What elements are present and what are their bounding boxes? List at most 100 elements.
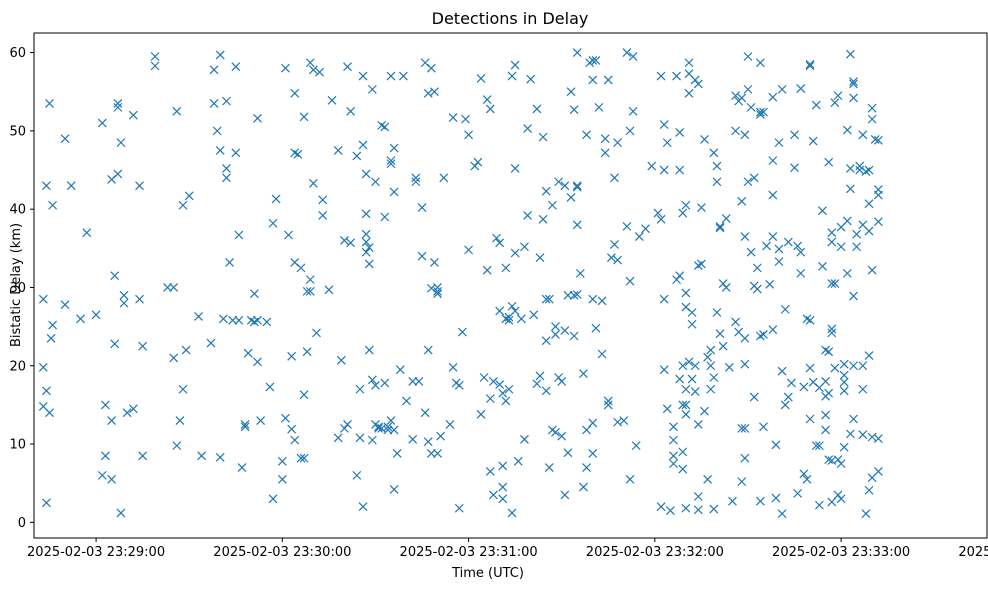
data-point bbox=[222, 173, 231, 183]
data-point bbox=[821, 410, 831, 420]
data-point bbox=[613, 255, 623, 265]
data-point bbox=[414, 376, 424, 386]
data-point bbox=[495, 380, 505, 389]
data-point bbox=[268, 494, 278, 504]
data-point bbox=[510, 60, 520, 70]
data-point bbox=[836, 459, 846, 469]
data-point bbox=[873, 135, 883, 145]
data-point bbox=[482, 95, 492, 104]
data-point bbox=[662, 138, 672, 148]
data-point bbox=[647, 161, 657, 171]
data-point bbox=[569, 105, 579, 115]
data-point bbox=[293, 149, 303, 159]
data-point bbox=[675, 165, 685, 175]
data-point bbox=[305, 275, 315, 285]
data-point bbox=[563, 290, 573, 300]
data-point bbox=[433, 286, 442, 296]
data-point bbox=[45, 99, 54, 108]
data-point bbox=[724, 362, 734, 372]
data-point bbox=[358, 502, 368, 512]
data-point bbox=[783, 237, 793, 247]
data-point bbox=[287, 424, 297, 434]
data-point bbox=[669, 422, 678, 432]
data-point bbox=[849, 361, 858, 371]
data-point bbox=[811, 441, 821, 451]
data-point bbox=[743, 52, 753, 61]
data-point bbox=[281, 413, 290, 423]
data-point bbox=[582, 130, 591, 140]
data-point bbox=[849, 291, 858, 301]
data-point bbox=[520, 242, 529, 252]
data-point bbox=[827, 228, 837, 238]
data-point bbox=[700, 135, 709, 144]
data-point bbox=[796, 247, 806, 257]
data-point bbox=[380, 122, 390, 132]
data-point bbox=[821, 376, 831, 386]
data-point bbox=[746, 102, 756, 112]
y-axis-label: Bistatic Delay (km) bbox=[9, 223, 24, 347]
data-point bbox=[774, 257, 784, 267]
data-point bbox=[277, 474, 287, 484]
data-point bbox=[771, 440, 781, 450]
data-point bbox=[253, 113, 262, 123]
data-point bbox=[367, 435, 377, 445]
data-point bbox=[222, 96, 231, 106]
data-point bbox=[749, 173, 759, 183]
data-point bbox=[209, 65, 219, 75]
y-tick-label: 60 bbox=[9, 46, 26, 61]
data-point bbox=[97, 470, 107, 480]
data-point bbox=[308, 65, 318, 75]
data-point bbox=[681, 384, 691, 394]
data-point bbox=[606, 253, 616, 263]
data-point bbox=[234, 230, 244, 240]
data-point bbox=[827, 237, 837, 247]
y-tick-label: 20 bbox=[9, 359, 26, 374]
data-point bbox=[557, 376, 567, 386]
data-point bbox=[110, 339, 120, 349]
data-point bbox=[755, 496, 765, 506]
data-point bbox=[389, 187, 399, 197]
data-point bbox=[212, 126, 222, 136]
data-point bbox=[864, 351, 874, 360]
data-point bbox=[361, 247, 371, 257]
data-point bbox=[408, 376, 418, 386]
data-point bbox=[873, 217, 883, 227]
data-point bbox=[830, 363, 840, 373]
data-point bbox=[656, 214, 666, 224]
data-point bbox=[169, 283, 179, 292]
data-point bbox=[678, 447, 688, 457]
data-point bbox=[566, 87, 576, 97]
data-point bbox=[693, 79, 703, 89]
data-point bbox=[215, 146, 225, 155]
data-point bbox=[566, 192, 576, 202]
data-point bbox=[122, 408, 132, 418]
data-point bbox=[731, 91, 740, 101]
x-tick-label: 2025-02-03 23:31:00 bbox=[400, 545, 538, 560]
data-point bbox=[634, 232, 644, 241]
data-point bbox=[538, 214, 548, 224]
data-point bbox=[411, 177, 421, 187]
data-point bbox=[547, 200, 557, 210]
data-point bbox=[715, 329, 725, 339]
data-point bbox=[610, 239, 619, 249]
data-point bbox=[613, 138, 623, 148]
data-point bbox=[709, 148, 719, 158]
data-point bbox=[178, 384, 188, 394]
y-tick-label: 50 bbox=[9, 124, 26, 139]
data-point bbox=[768, 92, 778, 102]
data-point bbox=[439, 173, 449, 183]
data-point bbox=[672, 71, 682, 81]
data-point bbox=[308, 178, 318, 188]
data-point bbox=[327, 95, 337, 105]
data-point bbox=[41, 498, 51, 508]
data-point bbox=[532, 379, 542, 389]
data-point bbox=[507, 508, 517, 518]
data-point bbox=[575, 268, 585, 278]
plot-frame bbox=[33, 32, 988, 539]
data-point bbox=[423, 345, 433, 355]
data-point bbox=[426, 449, 436, 458]
data-point bbox=[790, 130, 799, 140]
data-point bbox=[60, 300, 70, 310]
data-point bbox=[675, 374, 685, 384]
data-point bbox=[818, 261, 827, 271]
